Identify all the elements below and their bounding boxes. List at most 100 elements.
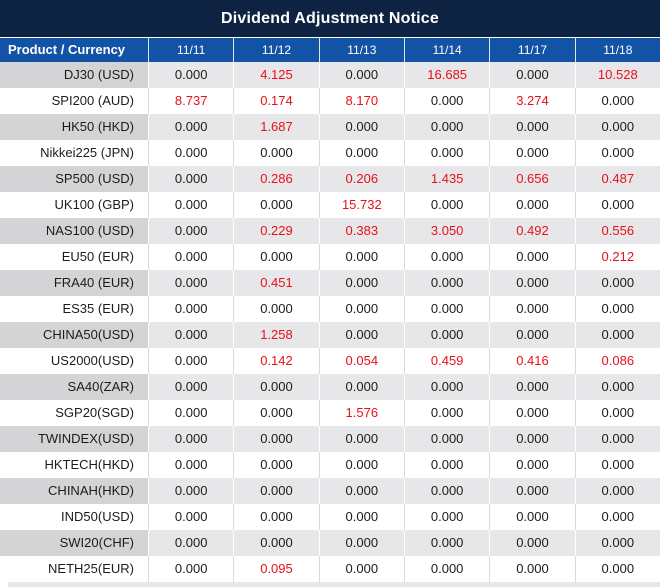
table-row: SWI20(CHF) 0.000 0.000 0.000 0.000 0.000 0.000 — [0, 530, 660, 556]
table-row: NETH25(EUR) 0.000 0.095 0.000 0.000 0.000 0.00… — [0, 556, 660, 582]
value-cell: 0.000 — [148, 192, 234, 218]
value-cell: 0.000 — [403, 556, 490, 582]
value-cell: 0.556 — [574, 218, 660, 244]
value-cell: 0.000 — [148, 244, 234, 270]
product-cell: HKTECH(HKD) — [0, 452, 148, 478]
product-cell: SA40(ZAR) — [0, 374, 148, 400]
value-cell: 0.000 — [403, 374, 490, 400]
value-cell: 1.576 — [318, 400, 404, 426]
value-cell: 1.258 — [233, 322, 319, 348]
value-cell: 0.000 — [489, 478, 575, 504]
value-cell: 0.000 — [148, 218, 234, 244]
product-cell: FRA40 (EUR) — [0, 270, 148, 296]
value-cell: 0.459 — [403, 348, 490, 374]
value-cell: 0.000 — [318, 62, 404, 88]
value-cell: 0.000 — [574, 478, 660, 504]
value-cell: 0.000 — [233, 400, 319, 426]
value-cell: 0.000 — [574, 452, 660, 478]
table-row: IND50(USD) 0.000 0.000 0.000 0.000 0.000 0.000 — [0, 504, 660, 530]
value-cell: 0.000 — [403, 114, 490, 140]
value-cell: 0.054 — [318, 348, 404, 374]
value-cell: 0.000 — [318, 504, 404, 530]
value-cell: 0.000 — [489, 400, 575, 426]
value-cell: 0.000 — [489, 374, 575, 400]
value-cell: 0.000 — [318, 374, 404, 400]
table-row: CHINAH(HKD) 0.000 0.000 0.000 0.000 0.000 0.00… — [0, 478, 660, 504]
value-cell: 0.229 — [233, 218, 319, 244]
value-cell: 0.000 — [403, 296, 490, 322]
value-cell: 0.000 — [489, 192, 575, 218]
table-row: HK50 (HKD) 0.000 1.687 0.000 0.000 0.000 0.000 — [0, 114, 660, 140]
value-cell: 0.000 — [148, 478, 234, 504]
value-cell: 0.000 — [148, 504, 234, 530]
value-cell: 0.000 — [318, 556, 404, 582]
value-cell: 0.000 — [148, 348, 234, 374]
value-cell: 4.125 — [233, 62, 319, 88]
product-cell: SWI20(CHF) — [0, 530, 148, 556]
date-column-header: 11/18 — [574, 38, 660, 62]
table-header-row: Product / Currency 11/11 11/12 11/13 11/… — [0, 38, 660, 62]
value-cell: 0.000 — [489, 530, 575, 556]
value-cell: 15.732 — [318, 192, 404, 218]
value-cell: 0.000 — [318, 296, 404, 322]
product-cell: SP500 (USD) — [0, 166, 148, 192]
value-cell: 0.000 — [233, 244, 319, 270]
value-cell: 0.000 — [233, 478, 319, 504]
value-cell: 0.000 — [489, 270, 575, 296]
date-column-header: 11/13 — [318, 38, 404, 62]
date-column-header: 11/17 — [489, 38, 574, 62]
value-cell: 16.685 — [403, 62, 490, 88]
value-cell: 0.000 — [489, 62, 575, 88]
value-cell: 0.000 — [233, 192, 319, 218]
value-cell: 0.212 — [574, 244, 660, 270]
value-cell: 0.000 — [489, 556, 575, 582]
product-cell: TWINDEX(USD) — [0, 426, 148, 452]
table-row: SGP20(SGD) 0.000 0.000 1.576 0.000 0.000 0.000 — [0, 400, 660, 426]
value-cell: 0.000 — [574, 530, 660, 556]
product-cell: EU50 (EUR) — [0, 244, 148, 270]
value-cell: 0.000 — [233, 426, 319, 452]
value-cell: 0.000 — [233, 374, 319, 400]
table-row: EU50 (EUR) 0.000 0.000 0.000 0.000 0.000 0.212 — [0, 244, 660, 270]
value-cell: 0.383 — [318, 218, 404, 244]
value-cell: 0.000 — [148, 270, 234, 296]
value-cell: 0.000 — [489, 114, 575, 140]
value-cell: 0.000 — [148, 166, 234, 192]
table-row: SA40(ZAR) 0.000 0.000 0.000 0.000 0.000 0.000 — [0, 374, 660, 400]
value-cell: 0.000 — [233, 296, 319, 322]
value-cell: 0.000 — [403, 426, 490, 452]
value-cell: 0.000 — [403, 270, 490, 296]
product-cell: Nikkei225 (JPN) — [0, 140, 148, 166]
value-cell: 0.451 — [233, 270, 319, 296]
value-cell: 0.000 — [403, 530, 490, 556]
product-cell: SPI200 (AUD) — [0, 88, 148, 114]
product-cell: CHINA50(USD) — [0, 322, 148, 348]
product-cell: US2000(USD) — [0, 348, 148, 374]
value-cell: 8.170 — [318, 88, 404, 114]
cutoff-row-strip — [8, 582, 660, 587]
date-column-header: 11/14 — [403, 38, 489, 62]
value-cell: 0.000 — [489, 140, 575, 166]
table-row: TWINDEX(USD) 0.000 0.000 0.000 0.000 0.000 0.0… — [0, 426, 660, 452]
product-currency-header: Product / Currency — [8, 42, 126, 57]
value-cell: 0.000 — [403, 192, 490, 218]
value-cell: 0.286 — [233, 166, 319, 192]
value-cell: 0.000 — [489, 426, 575, 452]
page-title: Dividend Adjustment Notice — [221, 9, 439, 27]
value-cell: 0.000 — [403, 400, 490, 426]
value-cell: 0.000 — [148, 140, 234, 166]
value-cell: 0.656 — [489, 166, 575, 192]
date-column-header: 11/11 — [148, 38, 233, 62]
value-cell: 0.000 — [148, 374, 234, 400]
table-row: SP500 (USD) 0.000 0.286 0.206 1.435 0.656 0.48… — [0, 166, 660, 192]
value-cell: 0.000 — [233, 530, 319, 556]
value-cell: 0.000 — [318, 270, 404, 296]
value-cell: 0.000 — [148, 530, 234, 556]
value-cell: 0.000 — [403, 504, 490, 530]
table-row: UK100 (GBP) 0.000 0.000 15.732 0.000 0.000 0.0… — [0, 192, 660, 218]
value-cell: 1.435 — [403, 166, 490, 192]
value-cell: 1.687 — [233, 114, 319, 140]
value-cell: 0.000 — [574, 322, 660, 348]
table-row: DJ30 (USD) 0.000 4.125 0.000 16.685 0.000 10.5… — [0, 62, 660, 88]
